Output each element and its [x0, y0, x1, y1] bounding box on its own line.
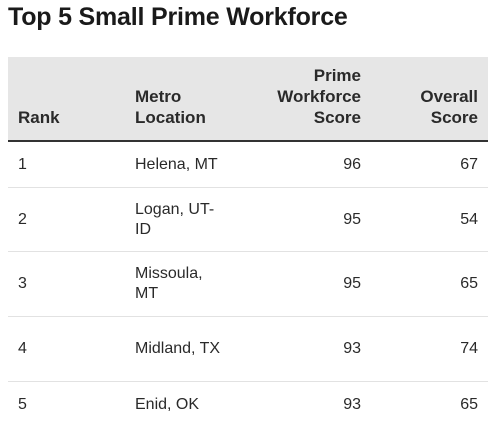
cell-overall-score: 54 — [460, 210, 478, 228]
header-metro-location: Metro Location — [135, 87, 206, 127]
table-row: 1 Helena, MT 96 67 — [8, 142, 488, 188]
table-header: Rank Metro Location Prime Workforce Scor… — [8, 57, 488, 142]
cell-rank: 1 — [18, 155, 27, 173]
cell-rank: 5 — [18, 396, 27, 413]
cell-overall-score: 67 — [460, 155, 478, 173]
cell-overall-score: 74 — [460, 340, 478, 357]
cell-prime-workforce-score: 93 — [343, 340, 361, 357]
header-overall-score: Overall Score — [420, 87, 478, 127]
cell-rank: 4 — [18, 340, 27, 357]
cell-prime-workforce-score: 95 — [343, 275, 361, 292]
cell-overall-score: 65 — [460, 396, 478, 413]
cell-prime-workforce-score: 96 — [343, 155, 361, 173]
cell-metro: Midland, TX — [135, 340, 221, 357]
cell-metro: Helena, MT — [135, 155, 218, 173]
header-rank: Rank — [18, 108, 60, 127]
cell-prime-workforce-score: 93 — [343, 396, 361, 413]
cell-rank: 2 — [18, 210, 27, 228]
table-row: 5 Enid, OK 93 65 — [8, 382, 488, 426]
table-row: 4 Midland, TX 93 74 — [8, 317, 488, 382]
table-row: 2 Logan, UT-ID 95 54 — [8, 188, 488, 252]
cell-rank: 3 — [18, 275, 27, 292]
cell-metro: Missoula, MT — [135, 265, 203, 302]
cell-overall-score: 65 — [460, 275, 478, 292]
table-row: 3 Missoula, MT 95 65 — [8, 252, 488, 317]
cell-prime-workforce-score: 95 — [343, 210, 361, 228]
chart-title: Top 5 Small Prime Workforce — [8, 3, 348, 31]
cell-metro: Logan, UT-ID — [135, 200, 215, 238]
header-prime-workforce-score: Prime Workforce Score — [277, 66, 361, 127]
data-table: Rank Metro Location Prime Workforce Scor… — [8, 57, 488, 426]
table-body: 1 Helena, MT 96 67 2 Logan, UT-ID 95 5 4 … — [8, 142, 488, 426]
cell-metro: Enid, OK — [135, 396, 200, 413]
